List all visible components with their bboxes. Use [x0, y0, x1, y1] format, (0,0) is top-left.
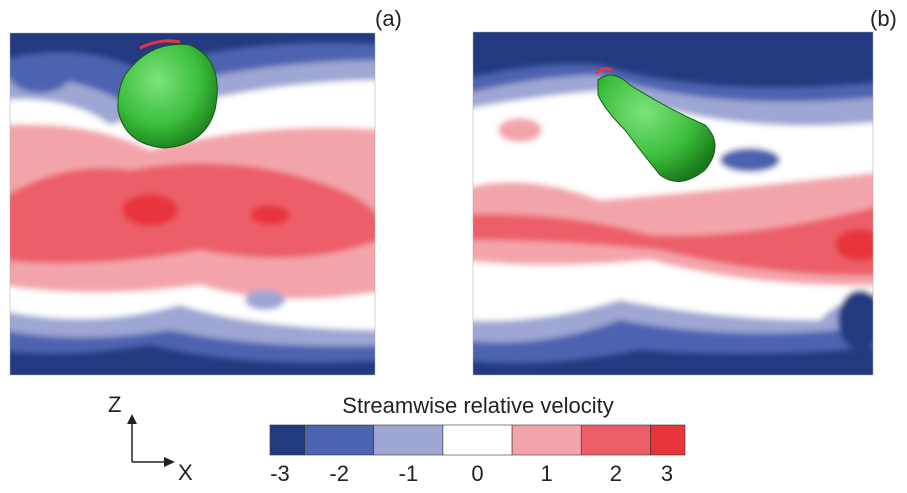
colorbar-tick-label: 1 [541, 461, 553, 486]
colorbar-tick-label: 2 [610, 461, 622, 486]
colorbar-segment [305, 425, 374, 455]
colorbar-tick-label: -1 [399, 461, 419, 486]
colorbar-segment [512, 425, 581, 455]
colorbar-segment [581, 425, 650, 455]
axis-label: X [178, 460, 193, 485]
panel-a-field [0, 33, 390, 375]
colorbar-tick-label: -2 [329, 461, 349, 486]
figure: (a) (b) Z X Streamwise relative velocity… [0, 0, 907, 493]
panel-label: (a) [375, 6, 402, 31]
page: (a) (b) Z X Streamwise relative velocity… [0, 0, 907, 493]
panel-b-field [460, 32, 900, 375]
colorbar-tick-label: 0 [471, 461, 483, 486]
colorbar-segment [650, 425, 685, 455]
colorbar-tick-label: 3 [661, 461, 673, 486]
colorbar-segment [374, 425, 443, 455]
colorbar-title: Streamwise relative velocity [342, 393, 613, 418]
panel-label: (b) [870, 6, 897, 31]
x-arrowhead [164, 457, 175, 467]
colorbar-segment [270, 425, 305, 455]
axis-label: Z [108, 392, 121, 417]
colorbar-tick-label: -3 [270, 461, 290, 486]
colorbar-segment [443, 425, 512, 455]
z-arrowhead [127, 414, 137, 424]
colorbar: -3 -2 -1 0 1 2 3 [270, 425, 685, 486]
